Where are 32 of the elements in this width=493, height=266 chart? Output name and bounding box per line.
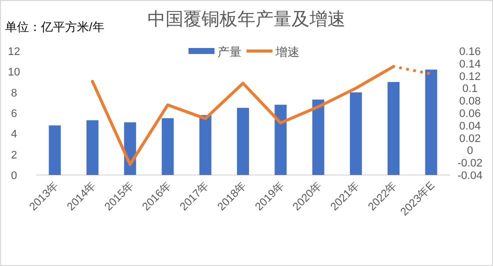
legend-label: 产量 (218, 45, 242, 59)
bar (350, 92, 362, 175)
y2-tick-label: 0.14 (459, 58, 481, 70)
y-tick-label: 4 (10, 128, 18, 141)
y2-tick-label: 0.06 (459, 108, 481, 120)
y2-tick-label: 0.12 (459, 70, 481, 83)
bar (312, 100, 324, 175)
y-tick-label: 2 (10, 149, 18, 162)
y-tick-label: 0 (10, 170, 18, 182)
bar (86, 120, 98, 175)
legend-label: 增速 (274, 45, 300, 59)
bar (388, 82, 400, 175)
y-tick-label: 10 (8, 66, 20, 79)
y2-tick-label: 0.02 (459, 132, 481, 145)
bar (162, 118, 174, 175)
y2-tick-label: 0.16 (459, 46, 481, 58)
chart-title: 中国覆铜板年产量及增速 (148, 9, 346, 29)
y2-tick-label: 0.08 (459, 96, 481, 108)
y-tick-label: 8 (10, 87, 18, 100)
bar (237, 108, 249, 175)
y-tick-label: 6 (10, 108, 18, 120)
bar (48, 125, 61, 175)
bar (274, 104, 287, 175)
text: 单位：亿平方米/年 (5, 20, 104, 34)
bar (425, 70, 438, 175)
y2-tick-label: 0.04 (459, 120, 481, 132)
y2-tick-label: -0.02 (457, 158, 483, 170)
bar (199, 115, 212, 175)
y-tick-label: 12 (8, 46, 20, 58)
y2-tick-label: 0 (466, 145, 474, 158)
y2-tick-label: 0.1 (462, 83, 478, 96)
y2-tick-label: -0.04 (457, 170, 483, 182)
